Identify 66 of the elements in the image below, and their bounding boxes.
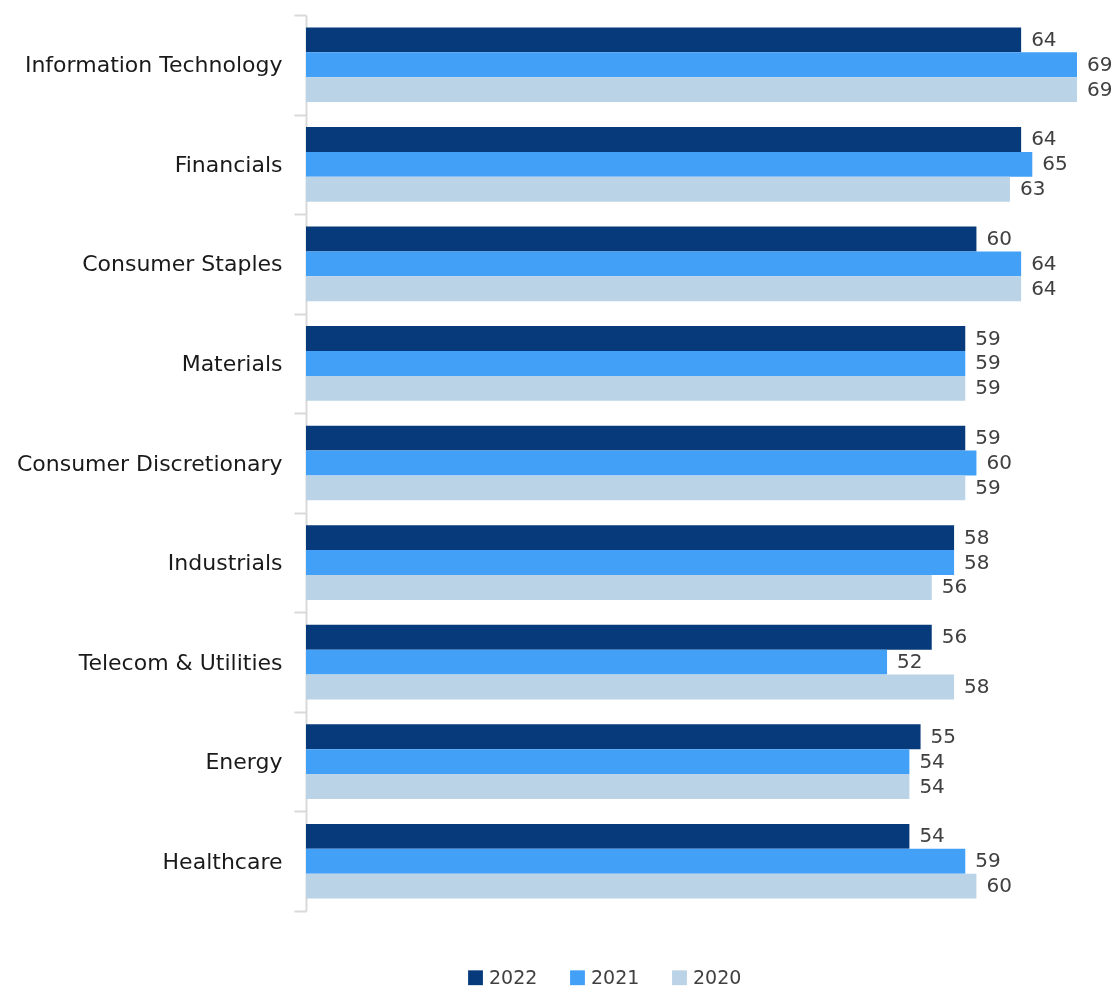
- data-label: 58: [964, 549, 990, 574]
- bar: [306, 550, 955, 575]
- data-label: 54: [919, 773, 945, 798]
- data-label: 58: [964, 674, 990, 698]
- y-tick-label: Information Technology: [24, 52, 283, 78]
- y-tick-label: Telecom & Utilities: [77, 649, 283, 675]
- legend-label: 2020: [693, 965, 742, 988]
- bar: [306, 27, 1022, 53]
- bar: [306, 823, 910, 849]
- bar: [306, 624, 932, 650]
- bar: [306, 251, 1022, 277]
- data-label: 60: [986, 450, 1012, 474]
- bar: [306, 475, 966, 501]
- data-label: 69: [1087, 51, 1113, 76]
- bar: [306, 649, 888, 675]
- bar: [306, 151, 1033, 177]
- data-label: 60: [986, 873, 1012, 898]
- bar: [306, 176, 1010, 202]
- bar: [306, 575, 932, 600]
- bar: [306, 450, 977, 476]
- y-tick-label: Energy: [205, 749, 283, 775]
- bar: [306, 77, 1077, 103]
- data-label: 65: [1042, 151, 1068, 176]
- bar: [306, 674, 955, 700]
- data-label: 54: [919, 748, 945, 773]
- legend-label: 2022: [489, 965, 538, 988]
- data-label: 56: [941, 624, 968, 649]
- bar: [306, 226, 977, 252]
- y-tick-label: Consumer Discretionary: [16, 450, 283, 476]
- bar: [306, 52, 1077, 78]
- bar: [306, 276, 1022, 302]
- bar: [306, 848, 966, 874]
- data-label: 69: [1087, 76, 1113, 101]
- data-label: 58: [964, 524, 990, 549]
- y-tick-label: Healthcare: [162, 848, 283, 874]
- data-label: 59: [975, 474, 1001, 499]
- legend-label: 2021: [591, 965, 640, 988]
- data-label: 60: [986, 226, 1012, 250]
- data-label: 59: [975, 425, 1001, 450]
- data-label: 55: [930, 723, 957, 748]
- data-label: 59: [975, 848, 1001, 873]
- data-label: 63: [1019, 176, 1046, 201]
- data-label: 64: [1031, 275, 1057, 300]
- bar: [306, 127, 1022, 152]
- data-label: 59: [975, 325, 1001, 350]
- y-tick-label: Financials: [174, 151, 283, 177]
- bar: [306, 749, 910, 775]
- bar: [306, 425, 966, 451]
- bar: [306, 326, 966, 351]
- data-label: 54: [919, 823, 945, 848]
- y-tick-label: Consumer Staples: [82, 251, 283, 277]
- data-label: 52: [897, 649, 923, 674]
- data-label: 64: [1031, 250, 1057, 275]
- bar: [306, 873, 977, 899]
- data-label: 56: [941, 574, 968, 599]
- y-tick-label: Industrials: [167, 550, 283, 576]
- data-label: 59: [975, 375, 1001, 400]
- bar: [306, 525, 955, 551]
- data-label: 64: [1031, 126, 1057, 151]
- y-tick-label: Materials: [181, 350, 283, 376]
- bar: [306, 774, 910, 799]
- bar: [306, 351, 966, 376]
- data-label: 64: [1031, 26, 1057, 51]
- bar: [306, 724, 921, 750]
- data-label: 59: [975, 350, 1001, 375]
- bar: [306, 375, 966, 401]
